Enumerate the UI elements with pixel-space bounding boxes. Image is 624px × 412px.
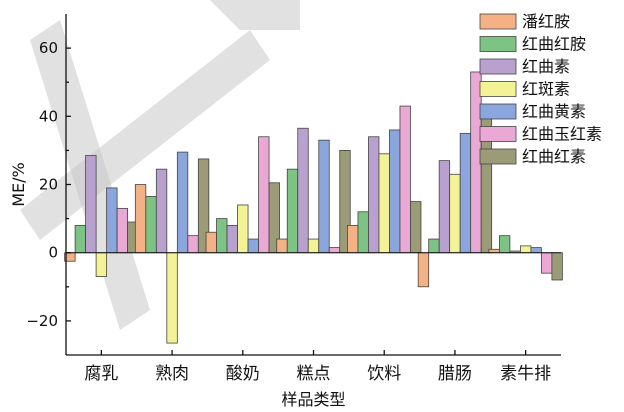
bar-5-6 [399, 105, 411, 254]
bar-2-1 [134, 184, 147, 254]
bar-3-6 [258, 136, 270, 254]
legend-label: 潘红胺 [522, 12, 570, 31]
bar-5-2 [357, 211, 369, 254]
bar-5-3 [368, 136, 380, 254]
x-tick-label: 腐乳 [84, 364, 118, 384]
bar-4-5 [318, 139, 330, 254]
axes: 腐乳 熟肉 酸奶 糕点 饮料 腊肠 素牛排 −20 0 20 40 60 ME/% 样品类型 [9, 14, 561, 409]
y-tick-label: 20 [39, 176, 58, 194]
x-axis-title: 样品类型 [281, 390, 345, 409]
bar-6-3 [438, 160, 451, 254]
bar-1-6 [116, 207, 129, 254]
bar-7-5 [530, 247, 542, 254]
bar-3-3 [226, 225, 238, 254]
legend-label: 红斑素 [522, 80, 570, 99]
bar-7-1 [488, 248, 500, 254]
legend-swatch [479, 81, 517, 97]
legend-swatch [479, 13, 517, 30]
bar-4-6 [328, 247, 341, 254]
bar-6-2 [428, 238, 440, 254]
bar-3-2 [216, 218, 228, 254]
bar-3-1 [205, 231, 217, 254]
x-tick-label: 素牛排 [500, 364, 551, 384]
bar-2-6 [187, 235, 199, 254]
y-tick-label: 0 [48, 244, 58, 262]
bar-7-2 [498, 235, 511, 254]
bar-6-1 [417, 252, 430, 288]
bar-2-5 [176, 151, 189, 254]
x-tick-label: 腊肠 [438, 364, 472, 384]
legend-swatch [479, 126, 517, 142]
legend-label: 红曲素 [522, 57, 570, 76]
legend-label: 红曲黄素 [522, 102, 586, 121]
bar-2-2 [145, 196, 157, 254]
bar-5-5 [389, 129, 401, 254]
bar-2-4 [166, 252, 178, 344]
bar-4-3 [297, 127, 309, 254]
legend-label: 红曲红素 [522, 147, 586, 166]
bar-5-4 [378, 153, 390, 254]
legend-swatch [479, 58, 517, 75]
y-tick-label: 40 [39, 107, 58, 125]
bar-6-5 [459, 132, 472, 254]
bar-1-5 [106, 187, 118, 254]
y-tick-label: 60 [39, 39, 58, 57]
y-tick-label: −20 [26, 312, 58, 330]
x-tick-label: 糕点 [297, 364, 331, 384]
bar-1-2 [74, 225, 87, 254]
x-tick-label: 饮料 [367, 364, 401, 384]
watermark [20, 0, 300, 330]
bar-3-4 [237, 204, 249, 254]
legend-swatch [479, 36, 517, 52]
bar-1-4 [95, 252, 108, 277]
legend-label: 红曲玉红素 [522, 125, 602, 144]
bar-5-7 [410, 201, 422, 254]
legend-swatch [479, 148, 517, 165]
bar-5-1 [347, 225, 359, 254]
bar-4-1 [276, 238, 288, 254]
bar-4-2 [286, 168, 299, 254]
x-tick-label: 熟肉 [155, 363, 189, 384]
bar-6-4 [449, 173, 461, 254]
bar-7-4 [519, 245, 532, 254]
legend-label: 红曲红胺 [522, 35, 586, 54]
legend-swatch [479, 103, 517, 120]
bar-7-6 [540, 252, 553, 274]
y-axis-title: ME/% [9, 162, 28, 207]
bar-3-5 [247, 238, 259, 254]
bar-1-3 [85, 155, 97, 254]
bar-4-4 [307, 238, 320, 254]
bar-2-3 [155, 168, 168, 254]
bar-7-7 [551, 252, 563, 281]
x-tick-label: 酸奶 [226, 364, 260, 384]
plot-area [64, 71, 563, 344]
